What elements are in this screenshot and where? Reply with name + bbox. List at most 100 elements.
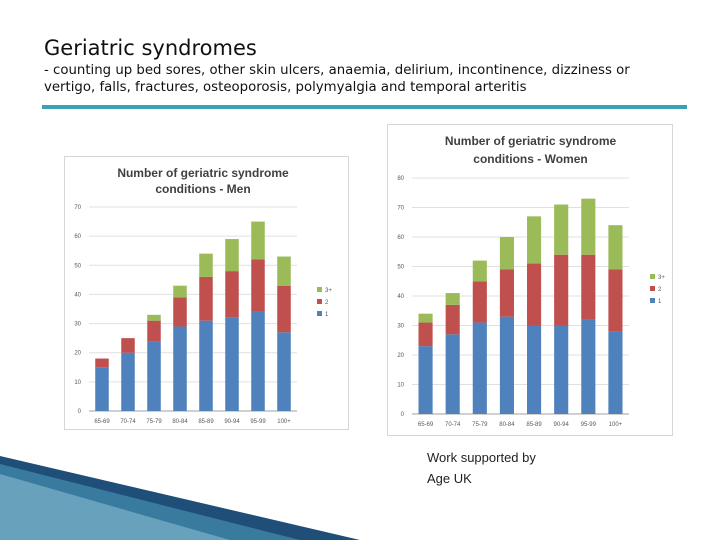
- bar-segment-series-2: [445, 304, 460, 335]
- bar-segment-series-2: [472, 281, 487, 323]
- y-tick-label: 40: [397, 294, 404, 300]
- bar-segment-series-3plus: [472, 260, 487, 282]
- y-tick-label: 10: [397, 383, 404, 389]
- bar-segment-series-1: [608, 331, 623, 414]
- x-tick-label: 95-99: [581, 422, 597, 428]
- bar-segment-series-1: [251, 311, 265, 411]
- bar-segment-series-2: [225, 271, 239, 318]
- bar-segment-series-3plus: [554, 204, 569, 255]
- legend-label: 2: [658, 287, 662, 293]
- x-tick-label: 70-74: [445, 422, 461, 428]
- chart-title-line-1: Number of geriatric syndrome: [117, 166, 289, 180]
- bar-segment-series-1: [277, 332, 291, 411]
- bar-segment-series-3plus: [527, 216, 542, 264]
- bar-segment-series-1: [445, 334, 460, 414]
- bar-segment-series-1: [418, 346, 433, 414]
- bar-segment-series-2: [608, 269, 623, 332]
- x-tick-label: 80-84: [172, 419, 188, 425]
- legend-swatch: [317, 287, 322, 292]
- y-tick-label: 20: [397, 353, 404, 359]
- legend-swatch: [650, 286, 655, 291]
- bar-segment-series-3plus: [147, 314, 161, 321]
- chart-women-panel: Number of geriatric syndrome conditions -…: [387, 124, 673, 436]
- bar-segment-series-3plus: [225, 239, 239, 272]
- x-tick-label: 95-99: [250, 419, 266, 425]
- y-tick-label: 80: [397, 176, 404, 182]
- corner-shape-light: [0, 464, 300, 540]
- x-tick-label: 100+: [277, 419, 291, 425]
- y-tick-label: 40: [74, 292, 81, 298]
- x-tick-label: 70-74: [120, 419, 136, 425]
- bar-segment-series-2: [418, 322, 433, 347]
- bar-segment-series-3plus: [418, 313, 433, 323]
- y-tick-label: 10: [74, 380, 81, 386]
- corner-decoration: [0, 456, 360, 540]
- legend-swatch: [317, 311, 322, 316]
- title-divider: [42, 105, 687, 109]
- bar-segment-series-2: [499, 269, 514, 317]
- bar-segment-series-1: [173, 326, 187, 411]
- bar-segment-series-2: [199, 276, 213, 321]
- x-tick-label: 90-94: [554, 422, 570, 428]
- chart-men: Number of geriatric syndrome conditions -…: [74, 166, 332, 425]
- bar-segment-series-1: [554, 325, 569, 414]
- x-tick-label: 65-69: [418, 422, 434, 428]
- bar-segment-series-3plus: [199, 253, 213, 277]
- y-tick-label: 0: [401, 412, 405, 418]
- legend-label: 1: [658, 299, 662, 305]
- bar-segment-series-3plus: [251, 221, 265, 260]
- chart-men-panel: Number of geriatric syndrome conditions -…: [64, 156, 349, 430]
- bar-segment-series-1: [95, 367, 109, 411]
- chart-title-line-2: conditions - Men: [155, 182, 250, 196]
- bar-segment-series-1: [472, 322, 487, 414]
- bar-segment-series-2: [277, 285, 291, 333]
- corner-shape-pale: [0, 474, 230, 540]
- y-tick-label: 20: [74, 351, 81, 357]
- slide-title: Geriatric syndromes: [44, 36, 257, 60]
- x-tick-label: 85-89: [526, 422, 542, 428]
- bar-segment-series-1: [199, 320, 213, 411]
- x-tick-label: 75-79: [146, 419, 162, 425]
- credit-line-2: Age UK: [427, 471, 472, 486]
- bar-segment-series-3plus: [608, 225, 623, 270]
- y-tick-label: 50: [397, 265, 404, 271]
- x-tick-label: 75-79: [472, 422, 488, 428]
- x-tick-label: 100+: [609, 422, 623, 428]
- bar-segment-series-1: [527, 325, 542, 414]
- bar-segment-series-3plus: [445, 293, 460, 305]
- legend-swatch: [650, 298, 655, 303]
- y-tick-label: 30: [74, 322, 81, 328]
- y-tick-label: 50: [74, 263, 81, 269]
- x-tick-label: 90-94: [224, 419, 240, 425]
- legend-swatch: [317, 299, 322, 304]
- x-tick-label: 65-69: [94, 419, 110, 425]
- bar-segment-series-1: [147, 341, 161, 411]
- y-tick-label: 60: [74, 234, 81, 240]
- chart-women: Number of geriatric syndrome conditions -…: [397, 134, 665, 428]
- chart-title-line-2: conditions - Women: [473, 152, 587, 166]
- y-tick-label: 30: [397, 324, 404, 330]
- bar-segment-series-2: [251, 259, 265, 312]
- legend-label: 3+: [658, 275, 665, 281]
- bar-segment-series-1: [499, 316, 514, 414]
- legend-swatch: [650, 274, 655, 279]
- credit-block: Work supported by Age UK: [427, 447, 536, 489]
- credit-line-1: Work supported by: [427, 450, 536, 465]
- bar-segment-series-3plus: [581, 198, 596, 255]
- y-tick-label: 60: [397, 235, 404, 241]
- x-tick-label: 80-84: [499, 422, 515, 428]
- legend-label: 2: [325, 300, 329, 306]
- bar-segment-series-3plus: [277, 256, 291, 286]
- x-tick-label: 85-89: [198, 419, 214, 425]
- bar-segment-series-1: [121, 352, 135, 411]
- bar-segment-series-1: [581, 319, 596, 414]
- y-tick-label: 70: [397, 206, 404, 212]
- chart-title-line-1: Number of geriatric syndrome: [445, 134, 617, 148]
- bar-segment-series-2: [173, 297, 187, 327]
- bar-segment-series-2: [95, 358, 109, 368]
- bar-segment-series-3plus: [499, 237, 514, 270]
- bar-segment-series-2: [581, 254, 596, 320]
- y-tick-label: 0: [78, 409, 82, 415]
- bar-segment-series-2: [554, 254, 569, 326]
- bar-segment-series-3plus: [173, 285, 187, 298]
